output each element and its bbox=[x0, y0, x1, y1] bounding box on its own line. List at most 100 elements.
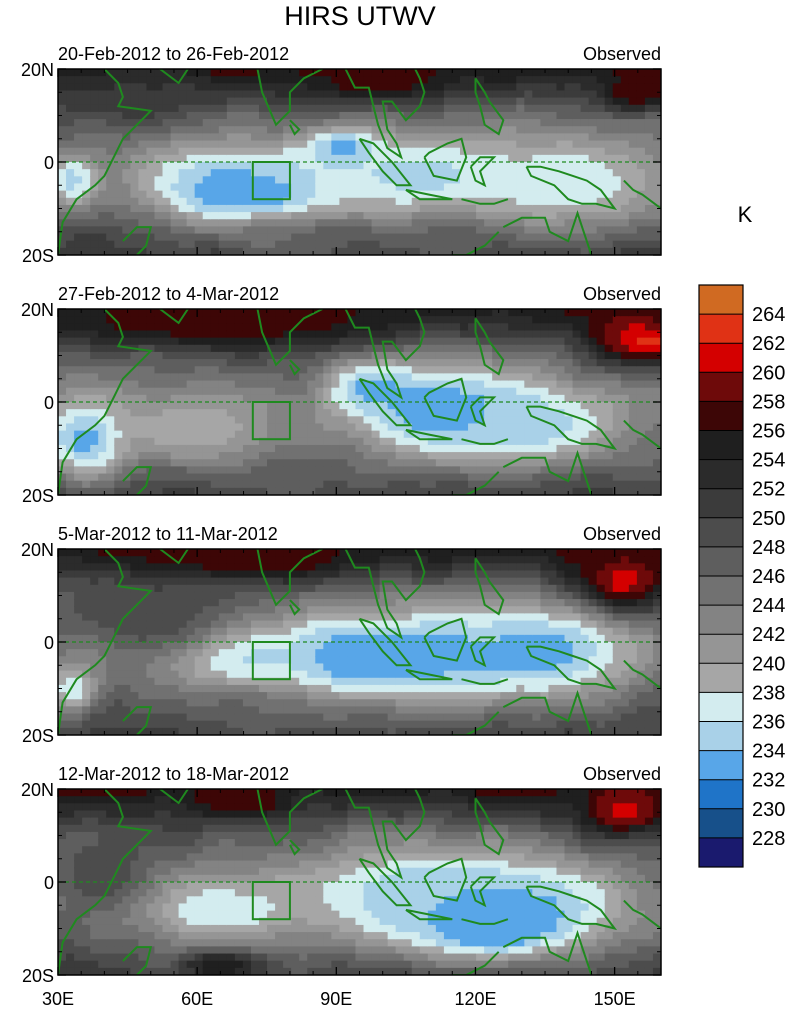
field-cell bbox=[186, 423, 196, 432]
field-cell bbox=[250, 634, 260, 643]
field-cell bbox=[218, 169, 228, 177]
field-cell bbox=[460, 444, 469, 453]
field-cell bbox=[98, 642, 107, 650]
field-cell bbox=[202, 670, 212, 679]
field-cell bbox=[170, 620, 180, 629]
field-cell bbox=[283, 663, 292, 672]
field-cell bbox=[194, 699, 204, 707]
field-cell bbox=[90, 642, 99, 650]
field-cell bbox=[267, 663, 276, 672]
field-cell bbox=[226, 677, 236, 686]
field-cell bbox=[154, 706, 164, 715]
field-cell bbox=[620, 169, 630, 177]
field-cell bbox=[307, 183, 316, 192]
field-cell bbox=[291, 233, 300, 242]
field-cell bbox=[275, 656, 284, 665]
field-cell bbox=[283, 606, 292, 614]
field-cell bbox=[524, 126, 533, 134]
field-cell bbox=[307, 452, 316, 460]
field-cell bbox=[283, 394, 292, 403]
field-cell bbox=[194, 692, 204, 700]
field-cell bbox=[476, 212, 485, 220]
field-cell bbox=[178, 466, 188, 475]
field-cell bbox=[90, 176, 99, 185]
field-cell bbox=[315, 219, 324, 227]
field-cell bbox=[339, 323, 349, 332]
field-cell bbox=[98, 309, 107, 317]
field-cell bbox=[194, 76, 204, 84]
field-cell bbox=[186, 76, 196, 84]
field-cell bbox=[146, 402, 156, 410]
field-cell bbox=[339, 176, 349, 185]
field-cell bbox=[106, 487, 115, 495]
field-cell bbox=[74, 97, 83, 106]
field-cell bbox=[387, 316, 397, 324]
field-cell bbox=[218, 642, 228, 650]
field-cell bbox=[355, 212, 365, 220]
field-cell bbox=[540, 409, 550, 417]
field-cell bbox=[339, 119, 349, 127]
field-cell bbox=[291, 409, 300, 417]
field-cell bbox=[210, 162, 220, 170]
field-cell bbox=[315, 337, 324, 346]
field-cell bbox=[210, 247, 220, 255]
field-cell bbox=[138, 380, 148, 389]
field-cell bbox=[315, 76, 324, 84]
field-cell bbox=[492, 169, 501, 177]
field-cell bbox=[170, 452, 180, 460]
field-cell bbox=[556, 344, 566, 353]
field-cell bbox=[451, 133, 461, 142]
field-cell bbox=[403, 140, 413, 149]
field-cell bbox=[451, 402, 461, 410]
field-cell bbox=[122, 444, 131, 453]
field-cell bbox=[267, 706, 276, 715]
field-cell bbox=[194, 140, 204, 149]
field-cell bbox=[516, 226, 525, 235]
field-cell bbox=[58, 197, 67, 206]
field-cell bbox=[371, 423, 381, 432]
field-cell bbox=[628, 240, 638, 249]
field-cell bbox=[170, 323, 180, 332]
field-cell bbox=[403, 459, 413, 467]
field-cell bbox=[234, 83, 244, 92]
field-cell bbox=[516, 387, 525, 396]
field-cell bbox=[90, 591, 99, 600]
field-cell bbox=[612, 452, 622, 460]
field-cell bbox=[636, 359, 646, 367]
field-cell bbox=[524, 176, 533, 185]
field-cell bbox=[74, 140, 83, 149]
field-cell bbox=[66, 140, 75, 149]
field-cell bbox=[636, 212, 646, 220]
field-cell bbox=[291, 204, 300, 213]
field-cell bbox=[580, 351, 590, 360]
field-cell bbox=[468, 351, 477, 360]
field-cell bbox=[564, 402, 574, 410]
field-cell bbox=[202, 563, 212, 572]
field-cell bbox=[275, 219, 284, 227]
field-cell bbox=[202, 570, 212, 579]
field-cell bbox=[371, 247, 381, 255]
field-cell bbox=[146, 599, 156, 607]
field-cell bbox=[387, 402, 397, 410]
field-cell bbox=[250, 140, 260, 149]
field-cell bbox=[451, 147, 461, 156]
field-cell bbox=[186, 233, 196, 242]
field-cell bbox=[652, 69, 661, 77]
field-cell bbox=[242, 706, 252, 715]
field-cell bbox=[162, 154, 172, 163]
field-cell bbox=[516, 104, 525, 113]
field-cell bbox=[556, 240, 566, 249]
field-cell bbox=[178, 452, 188, 460]
field-cell bbox=[275, 76, 284, 84]
field-cell bbox=[363, 437, 373, 446]
field-cell bbox=[532, 247, 541, 255]
field-cell bbox=[548, 104, 558, 113]
field-cell bbox=[242, 620, 252, 629]
field-cell bbox=[202, 212, 212, 220]
field-cell bbox=[210, 409, 220, 417]
field-cell bbox=[427, 380, 437, 389]
field-cell bbox=[267, 466, 276, 475]
field-cell bbox=[500, 111, 509, 120]
field-cell bbox=[379, 423, 389, 432]
field-cell bbox=[516, 444, 525, 453]
